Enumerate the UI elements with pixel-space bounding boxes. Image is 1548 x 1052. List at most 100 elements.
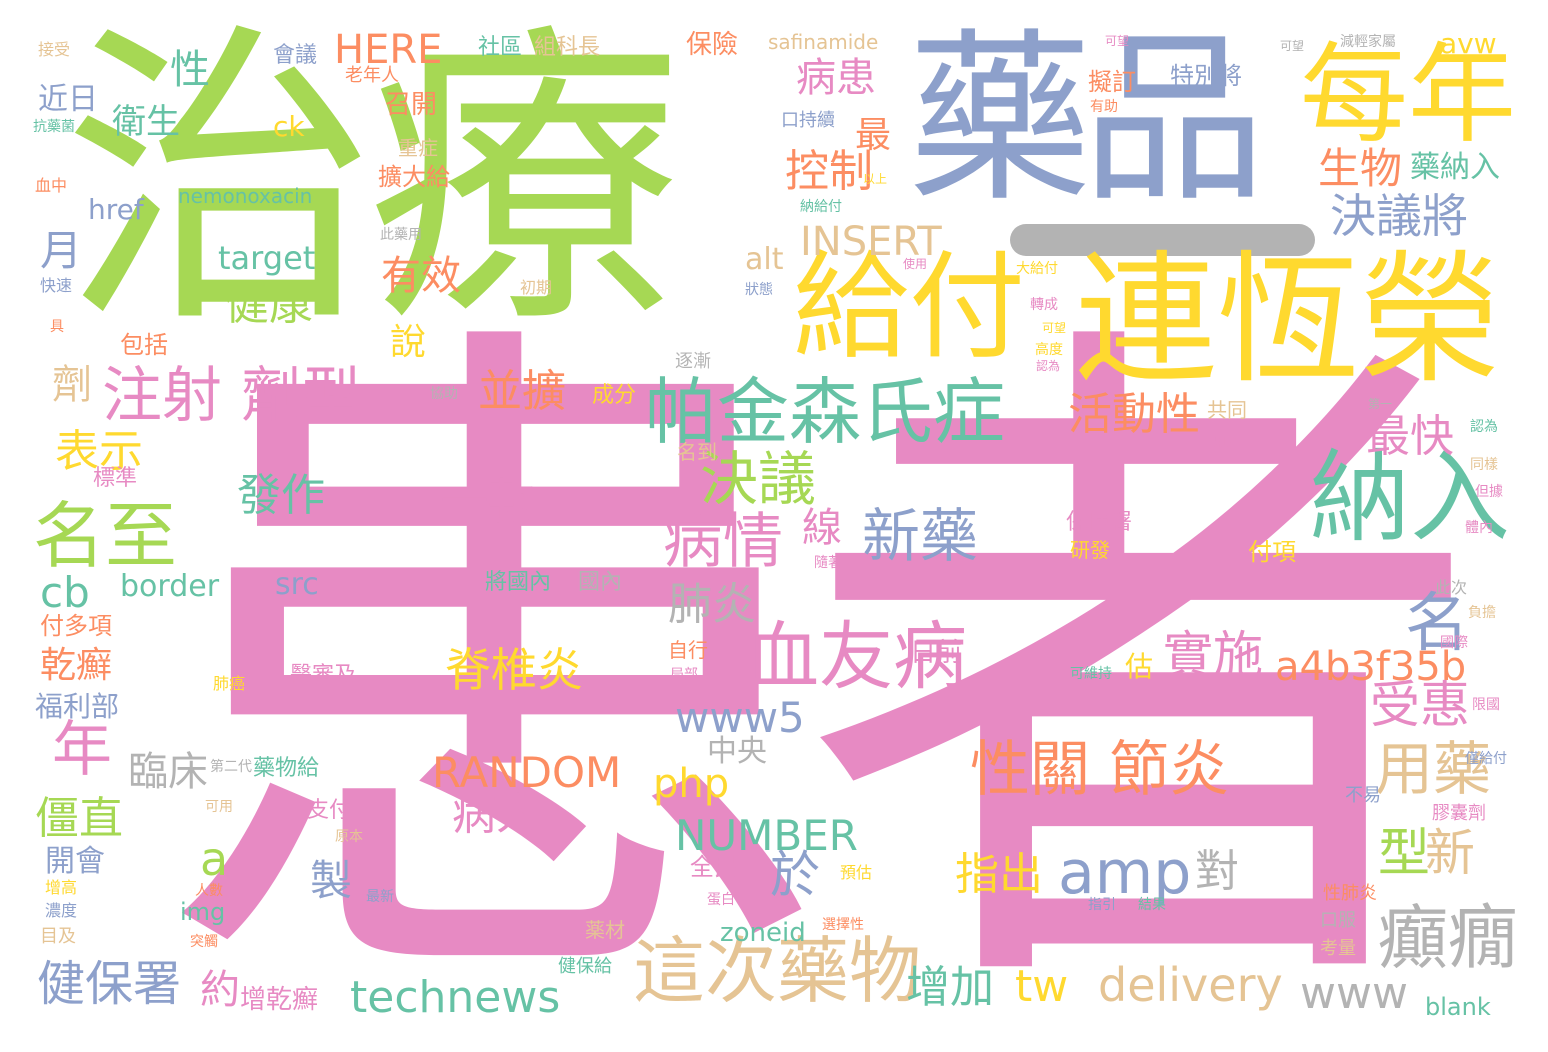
word: 製 [310, 856, 353, 905]
word: 以上 [863, 172, 888, 186]
word: 名到 [677, 440, 717, 464]
word: 病患 [796, 55, 876, 101]
word: 臨床 [128, 749, 208, 795]
word: 健保署 [37, 956, 182, 1012]
word: 於 [770, 846, 820, 904]
word: 病人 [452, 789, 540, 840]
word: 衛生 [112, 102, 180, 142]
word: 快速 [40, 276, 73, 295]
word: 約 [200, 967, 240, 1013]
word: 濃度 [45, 901, 78, 920]
word: 納入 [1310, 439, 1510, 556]
word: 血友病 [745, 614, 967, 700]
word: 認為 [1470, 419, 1498, 435]
word: NUMBER [675, 811, 858, 860]
word: 將國內 [485, 570, 552, 595]
word: 國內 [578, 570, 623, 595]
word: 突觸 [190, 934, 218, 950]
word: 藥納入 [1410, 150, 1500, 185]
word: 指引 [1088, 897, 1116, 913]
word: 自行 [668, 638, 708, 662]
word: 具 [50, 319, 64, 335]
word: 每年 [1300, 33, 1517, 158]
word: 給付 [793, 240, 1025, 375]
word: 會議 [273, 43, 318, 68]
word: 同樣 [1470, 457, 1498, 473]
word: safinamide [768, 30, 879, 54]
word: 蛋白 [707, 892, 735, 908]
word: 治療 [62, 0, 682, 365]
word: 目及 [40, 926, 76, 947]
word: 中央 [707, 734, 767, 769]
word: 研發 [1070, 538, 1110, 562]
word: 使用 [903, 257, 928, 271]
word: 月 [40, 226, 83, 275]
word: tw [1015, 961, 1069, 1012]
word: 受惠 [1370, 676, 1470, 734]
word: 表示 [55, 426, 143, 477]
word: 可望 [1042, 321, 1067, 335]
word: 不易 [1345, 785, 1381, 806]
word: 支付 [307, 798, 352, 823]
word: 口服 [1320, 910, 1356, 931]
word: 健康 [225, 279, 313, 330]
word: 日前 [910, 638, 963, 668]
word: 性肺炎 [1323, 883, 1377, 904]
word: 保險署 [1066, 510, 1133, 535]
word: 可用 [205, 799, 233, 815]
word: 一款 [440, 474, 537, 530]
word: 可望 [1105, 34, 1130, 48]
word: INSERT [800, 219, 942, 265]
word: 擴大給 [378, 163, 450, 191]
word: 血中 [35, 176, 68, 195]
word: 納給付 [800, 199, 842, 215]
word: 人數 [195, 883, 223, 899]
word: www [1300, 968, 1408, 1019]
word: ck [273, 110, 305, 143]
word: 開會 [45, 844, 105, 879]
word: 第二代 [210, 759, 252, 775]
word: 限國 [1472, 697, 1500, 713]
word: 性 [170, 47, 210, 93]
gray-bar [1010, 224, 1315, 256]
word: php [653, 761, 730, 807]
word: 結果 [1138, 897, 1166, 913]
word: 近日 [38, 82, 98, 117]
word: a [200, 832, 229, 886]
word: nemonoxacin [178, 184, 313, 208]
word: HERE [334, 27, 443, 73]
word: 擬訂 [1088, 68, 1136, 96]
word: src [275, 567, 319, 602]
word: 此藥用 [380, 227, 422, 243]
word: 病情 [663, 507, 783, 577]
word: 患者 [148, 271, 1488, 1052]
word: 增高 [45, 878, 78, 897]
word: 健保給 [558, 956, 612, 977]
word: avw [1440, 27, 1497, 60]
word: 用藥 [1375, 735, 1492, 803]
word: 初期 [520, 278, 553, 297]
word: 醫審及 [290, 663, 357, 688]
word: 這次藥物 [633, 929, 922, 1013]
word: 可維持 [1070, 666, 1112, 682]
word: 社區 [478, 35, 523, 60]
word: 新藥 [862, 502, 979, 570]
word: 轉成 [1030, 297, 1058, 313]
word: 乾癬 [40, 645, 113, 686]
word: 估 [1125, 650, 1154, 683]
word: img [180, 898, 226, 926]
word: 付項 [1248, 538, 1296, 566]
word: 帕金森氏症 [645, 370, 1006, 454]
word: 可望 [1280, 39, 1305, 53]
word: 組科長 [534, 35, 601, 60]
word: 生物 [1318, 144, 1403, 193]
word: 有助 [1090, 99, 1118, 115]
word: cb [40, 568, 90, 617]
word: 僵直 [35, 793, 123, 844]
word: 口持續 [781, 110, 835, 131]
word: 體內 [1465, 520, 1493, 536]
word: alt [745, 242, 784, 277]
word: href [88, 193, 144, 226]
word: 重症 [398, 136, 438, 160]
